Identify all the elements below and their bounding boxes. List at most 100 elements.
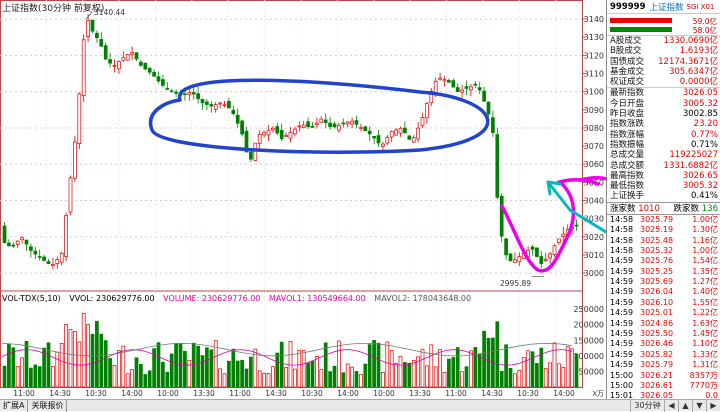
- index-name[interactable]: 上证指数: [649, 2, 684, 13]
- candle-body: [59, 252, 64, 263]
- nav-up-icon[interactable]: ▲: [678, 399, 692, 412]
- volume-bar: [29, 367, 33, 388]
- period-selector[interactable]: 30分钟: [630, 399, 664, 412]
- tab-extend-a[interactable]: 扩展A: [0, 399, 29, 412]
- time-axis-label: 10:00: [157, 389, 179, 398]
- quote-panel: 999999 上证指数 SGI X01 59.0亿 58.0亿 A股成交 1330…: [606, 0, 720, 402]
- time-axis-label: 14:30: [49, 389, 71, 398]
- stat-label: B股成交: [610, 46, 642, 57]
- candle-body: [398, 127, 403, 134]
- down-label: 跌家数: [673, 203, 700, 214]
- candle-body: [451, 80, 456, 88]
- volume-bar: [306, 362, 310, 388]
- time-axis-label: 10:30: [517, 389, 539, 398]
- volume-bar: [288, 341, 293, 388]
- time-axis-label: 14:30: [481, 389, 503, 398]
- up-count: 1010: [638, 203, 660, 214]
- stat-label: 今日开盘: [610, 98, 645, 109]
- candle-body: [29, 246, 33, 251]
- stat-row: 权证成交 0.0000亿: [607, 77, 720, 87]
- stat-value: 3026.65: [682, 170, 718, 181]
- price-axis-label: 3010: [584, 251, 604, 260]
- vol-volume: VOLUME: 230629776.00: [163, 294, 261, 303]
- volume-bar: [244, 368, 249, 388]
- stat-value: 23.20: [693, 119, 718, 130]
- tick-row: 15:01 3026.05 0.0: [607, 391, 720, 401]
- volume-bar: [240, 359, 244, 388]
- nav-left-icon[interactable]: ◀: [664, 399, 678, 412]
- stat-row: 指数涨幅 0.77%: [607, 130, 720, 140]
- candle-body: [271, 127, 275, 131]
- price-axis-label: 3020: [584, 233, 604, 242]
- candle-body: [513, 259, 517, 263]
- volume-bar: [543, 368, 548, 388]
- tick-row: 14:58 3025.79 1.00亿: [607, 215, 720, 225]
- candle-body: [279, 129, 284, 140]
- volume-bar: [310, 360, 315, 388]
- volume-bar: [108, 358, 112, 388]
- candle-body: [20, 237, 24, 241]
- stat-row: 今日开盘 3005.32: [607, 99, 720, 109]
- volume-bar: [389, 349, 394, 388]
- candle-body: [376, 135, 381, 144]
- volume-bar: [367, 344, 372, 388]
- candle-body: [73, 141, 77, 179]
- volume-bar: [359, 374, 363, 388]
- volume-bar: [363, 363, 368, 388]
- tick-amount: 1.00亿: [692, 245, 718, 255]
- tick-row: 14:59 3026.04 1.40亿: [607, 287, 720, 297]
- candle-body: [209, 104, 214, 107]
- candle-body: [165, 88, 170, 90]
- candle-body: [143, 62, 148, 70]
- candle-body: [491, 117, 495, 134]
- kline-chart-area[interactable]: 3140 3130 3120 3110 3100 3090 3080 3070 3060 3050…: [0, 0, 606, 399]
- candle-body: [539, 256, 544, 265]
- candle-body: [332, 123, 337, 128]
- volume-bar: [77, 341, 82, 388]
- volume-bar: [420, 348, 425, 388]
- nav-right-icon[interactable]: ▶: [706, 399, 720, 412]
- high-marker-leader: [85, 11, 93, 20]
- annotation-magenta-arrow: [578, 175, 606, 182]
- volume-bar: [213, 340, 218, 388]
- tick-amount: 1.54亿: [692, 256, 718, 266]
- candle-body: [438, 77, 442, 80]
- volume-bar: [574, 353, 579, 388]
- candle-body: [473, 83, 478, 86]
- volume-bar: [121, 345, 126, 388]
- stat-row: 国债成交 12174.3671亿: [607, 57, 720, 67]
- stat-row: 最新指数 3026.05: [607, 88, 720, 98]
- volume-bar: [469, 350, 473, 388]
- volume-bar: [561, 367, 566, 388]
- stat-label: 基金成交: [610, 66, 645, 77]
- price-axis-label: 3040: [584, 197, 604, 206]
- tick-row: 15:00 3026.61 7770万: [607, 381, 720, 391]
- nav-down-icon[interactable]: ▼: [692, 399, 706, 412]
- stat-value: 0.77%: [690, 129, 718, 140]
- candle-body: [121, 57, 126, 61]
- stat-value: 3005.32: [682, 181, 718, 192]
- tick-amount: 1.00亿: [692, 214, 718, 224]
- stat-label: 指数振幅: [610, 139, 645, 150]
- volume-bar: [376, 342, 381, 388]
- volume-bar: [222, 373, 227, 388]
- kline-chart[interactable]: 3140313031203110310030903080307030603050…: [0, 0, 606, 399]
- candle-body: [315, 122, 319, 126]
- candle-body: [403, 127, 407, 134]
- tick-list[interactable]: 14:58 3025.79 1.00亿 14:58 3025.19 1.30亿 14:58 3…: [607, 215, 720, 402]
- candle-body: [15, 240, 20, 245]
- price-axis-label: 3090: [584, 106, 604, 115]
- volume-bar: [279, 341, 284, 388]
- mavol1-line: [1, 349, 573, 366]
- stat-value: 3026.05: [682, 88, 718, 99]
- volume-bar: [218, 368, 222, 388]
- volume-bar: [323, 342, 328, 388]
- candle-body: [139, 61, 143, 66]
- volume-bar: [297, 349, 302, 388]
- volume-bar: [20, 357, 24, 388]
- time-axis-label: 11:00: [445, 389, 467, 398]
- annotation-teal-arrow: [546, 180, 606, 234]
- stat-label: 总成交量: [610, 150, 645, 161]
- tab-related-quotes[interactable]: 关联报价: [28, 399, 68, 412]
- volume-bar: [570, 348, 574, 388]
